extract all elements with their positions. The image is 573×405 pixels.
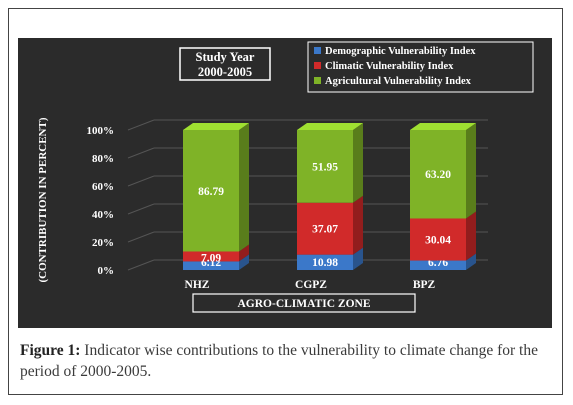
legend-entry: Climatic Vulnerability Index [325,61,454,72]
gridline-depth [127,203,155,215]
figure-caption: Figure 1: Indicator wise contributions t… [20,340,555,382]
chart-title-line-1: Study Year [196,50,255,64]
y-tick-label: 80% [92,153,114,165]
bar-side-face [353,195,363,255]
legend-swatch [314,47,321,54]
bar-segment [410,218,466,261]
bar-side-face [466,253,476,270]
y-tick-label: 100% [87,125,115,137]
x-axis-label: AGRO-CLIMATIC ZONE [237,298,370,310]
caption-text: Indicator wise contributions to the vuln… [20,342,538,380]
caption-label: Figure 1: [20,342,81,359]
data-label: 37.07 [312,224,338,236]
y-tick-label: 20% [92,237,114,249]
gridline-depth [127,147,155,159]
data-label: 10.98 [312,257,338,269]
y-axis-label: (CONTRIBUTION IN PERCENT) [37,117,49,282]
data-label: 7.09 [201,253,221,265]
data-label: 63.20 [425,169,451,181]
bar-segment [410,130,466,219]
data-label: 30.04 [425,235,451,247]
gridline-depth [127,119,155,131]
data-label: 51.95 [312,161,338,173]
bar-segment [297,130,353,203]
bar-side-face [239,123,249,252]
bar-top-face [183,123,249,130]
y-tick-label: 60% [92,181,114,193]
legend-swatch [314,77,321,84]
x-tick-label: CGPZ [295,279,327,291]
data-label: 86.79 [198,186,224,198]
bar-side-face [466,123,476,219]
stacked-bar-chart: 0% 20% 40% 60% 80% 100% (CONTRIBUTION IN PERCE… [37,41,534,313]
x-axis-label-box [192,293,416,313]
y-tick-label: 40% [92,209,114,221]
gridline-depth [127,175,155,187]
chart-title-line-2: 2000-2005 [198,65,252,79]
y-tick-label: 0% [98,265,115,277]
legend-swatch [314,62,321,69]
bar-side-face [239,254,249,270]
bar-segment [183,251,239,262]
bar-segment [183,261,239,270]
bar-segment [297,202,353,255]
chart-title-box [179,47,271,81]
bar-side-face [239,244,249,262]
bar-top-face [410,123,476,130]
x-tick-label: BPZ [413,279,436,291]
legend-entry: Demographic Vulnerability Index [325,46,476,57]
legend-box [307,41,534,93]
legend-entry: Agricultural Vulnerability Index [325,76,472,87]
bar-segment [183,130,239,252]
bar-segment [410,260,466,270]
chart-panel: 0% 20% 40% 60% 80% 100% (CONTRIBUTION IN PERCE… [18,38,552,328]
bar-side-face [466,211,476,261]
gridline-depth [127,231,155,243]
x-tick-label: NHZ [185,279,210,291]
gridline-depth [127,259,155,271]
bar-segment [297,254,353,270]
bar-side-face [353,247,363,270]
bar-side-face [353,123,363,203]
bar-top-face [297,123,363,130]
